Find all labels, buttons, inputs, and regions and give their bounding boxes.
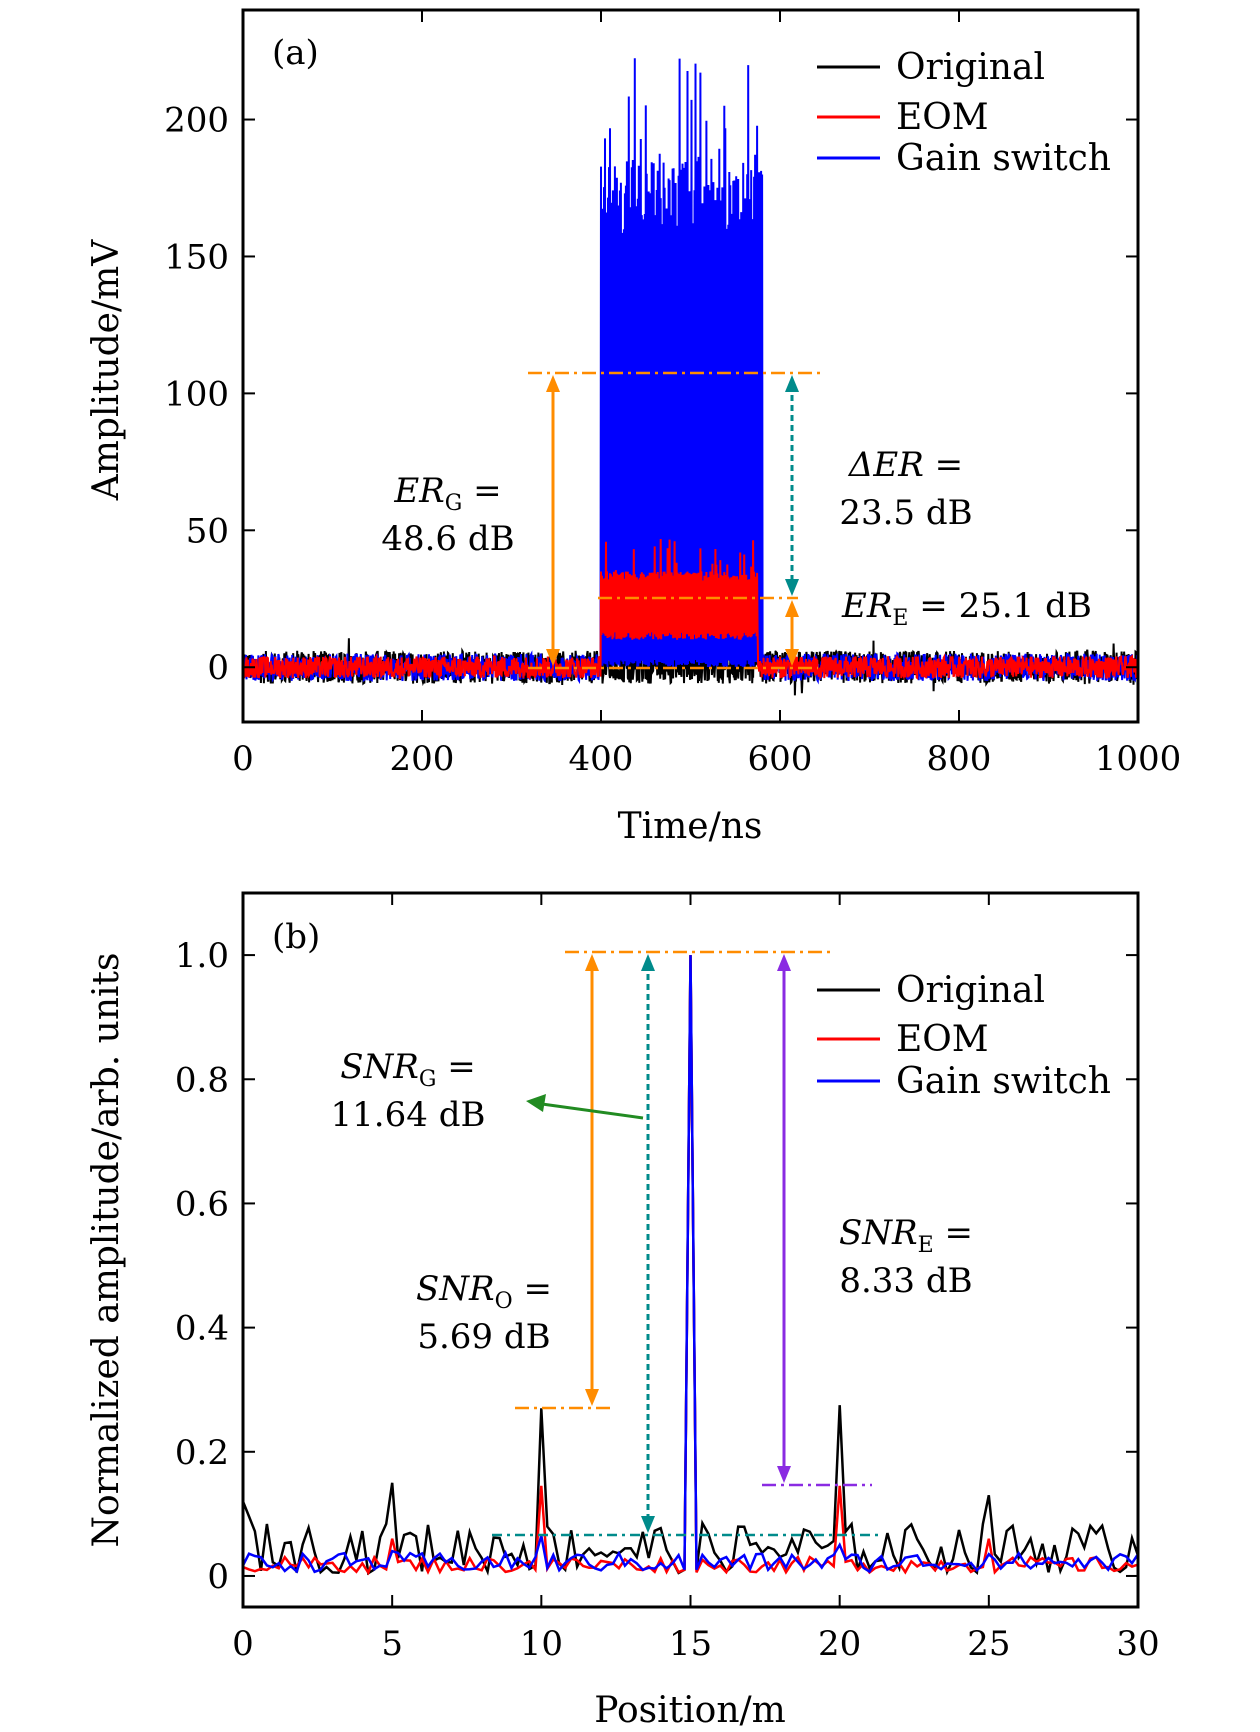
legend-b-eom-label: EOM	[896, 1019, 989, 1060]
er-e-arrow	[785, 600, 799, 666]
panel-b: 0 5 10 15 20 25 30 0 0.2 0.4 0.6 0.8 1.0 (b) Positio…	[86, 891, 1160, 1731]
delta-er-label: ΔER =	[847, 445, 963, 485]
snr-o-value: 5.69 dB	[417, 1317, 550, 1357]
panel-b-series-gain-switch	[243, 955, 1138, 1574]
er-g-arrow	[546, 375, 560, 666]
panel-b-ytick-label: 1.0	[175, 936, 229, 976]
panel-b-ylabel: Normalized amplitude/arb. units	[86, 952, 127, 1547]
panel-a-xtick-label: 200	[390, 739, 455, 779]
snr-g-value: 11.64 dB	[331, 1095, 486, 1135]
panel-b-ytick-label: 0.2	[175, 1433, 229, 1473]
panel-b-xtick-label: 0	[232, 1624, 254, 1664]
panel-a-series-eom	[243, 538, 1138, 681]
snr-g-arrow	[641, 954, 655, 1533]
panel-a-label: (a)	[272, 33, 319, 73]
panel-a-xtick-label: 400	[569, 739, 634, 779]
delta-er-value: 23.5 dB	[839, 493, 972, 533]
legend-b-gain-label: Gain switch	[896, 1061, 1111, 1102]
panel-a-ylabel: Amplitude/mV	[86, 239, 127, 501]
panel-b-ytick-label: 0.4	[175, 1309, 229, 1349]
panel-b-ytick-label: 0.8	[175, 1060, 229, 1100]
panel-b-xlabel: Position/m	[594, 1690, 786, 1731]
panel-b-xtick-label: 30	[1116, 1624, 1159, 1664]
panel-a-annotations: ERG = 48.6 dB ΔER = 23.5 dB ERE = 25.1 d…	[381, 371, 1092, 670]
panel-a-xlabel: Time/ns	[618, 806, 763, 847]
panel-b-axes: 0 5 10 15 20 25 30 0 0.2 0.4 0.6 0.8 1.0	[175, 893, 1160, 1664]
er-g-label: ERG =	[393, 471, 501, 516]
panel-a-ytick-label: 150	[164, 237, 229, 277]
panel-a-legend: Original EOM Gain switch	[817, 47, 1111, 179]
panel-a-xtick-label: 1000	[1095, 739, 1182, 779]
panel-b-xtick-label: 10	[520, 1624, 563, 1664]
er-e-label: ERE = 25.1 dB	[841, 586, 1092, 631]
legend-a-eom-label: EOM	[896, 97, 989, 138]
snr-o-label: SNRO =	[416, 1269, 552, 1314]
panel-a-xtick-label: 600	[748, 739, 813, 779]
delta-er-arrow	[785, 375, 799, 596]
panel-a-ytick-label: 0	[207, 648, 229, 688]
panel-b-plot-area	[243, 955, 1138, 1576]
panel-a-frame	[241, 8, 1140, 724]
panel-a-plot-area	[243, 58, 1138, 696]
panel-b-legend: Original EOM Gain switch	[817, 970, 1111, 1102]
panel-a-axes: 0 200 400 600 800 1000 0 50 100 150 200	[164, 10, 1181, 779]
snr-e-arrow	[777, 954, 791, 1483]
legend-b-original-label: Original	[896, 970, 1045, 1011]
panel-b-annotations: SNRG = 11.64 dB SNRO = 5.69 dB SNRE = 8.…	[331, 950, 973, 1537]
panel-a-ytick-label: 50	[186, 511, 229, 551]
panel-b-ytick-label: 0	[207, 1557, 229, 1597]
er-g-value: 48.6 dB	[381, 519, 514, 559]
snr-g-pointer-arrow	[526, 1094, 644, 1120]
panel-a: 0 200 400 600 800 1000 0 50 100 150 200 (a) Time/n…	[86, 8, 1181, 847]
panel-b-label: (b)	[272, 917, 320, 957]
panel-a-xtick-label: 800	[927, 739, 992, 779]
snr-e-value: 8.33 dB	[839, 1261, 972, 1301]
panel-b-ytick-label: 0.6	[175, 1184, 229, 1224]
legend-a-original-label: Original	[896, 47, 1045, 88]
panel-b-xtick-label: 15	[669, 1624, 712, 1664]
panel-b-xtick-label: 5	[381, 1624, 403, 1664]
panel-a-ytick-label: 100	[164, 374, 229, 414]
panel-a-ytick-label: 200	[164, 101, 229, 141]
snr-o-arrow	[585, 954, 599, 1406]
panel-b-xtick-label: 20	[818, 1624, 861, 1664]
snr-e-label: SNRE =	[839, 1213, 973, 1258]
panel-a-xtick-label: 0	[232, 739, 254, 779]
snr-g-label: SNRG =	[340, 1047, 476, 1092]
legend-a-gain-label: Gain switch	[896, 138, 1111, 179]
panel-b-xtick-label: 25	[967, 1624, 1010, 1664]
